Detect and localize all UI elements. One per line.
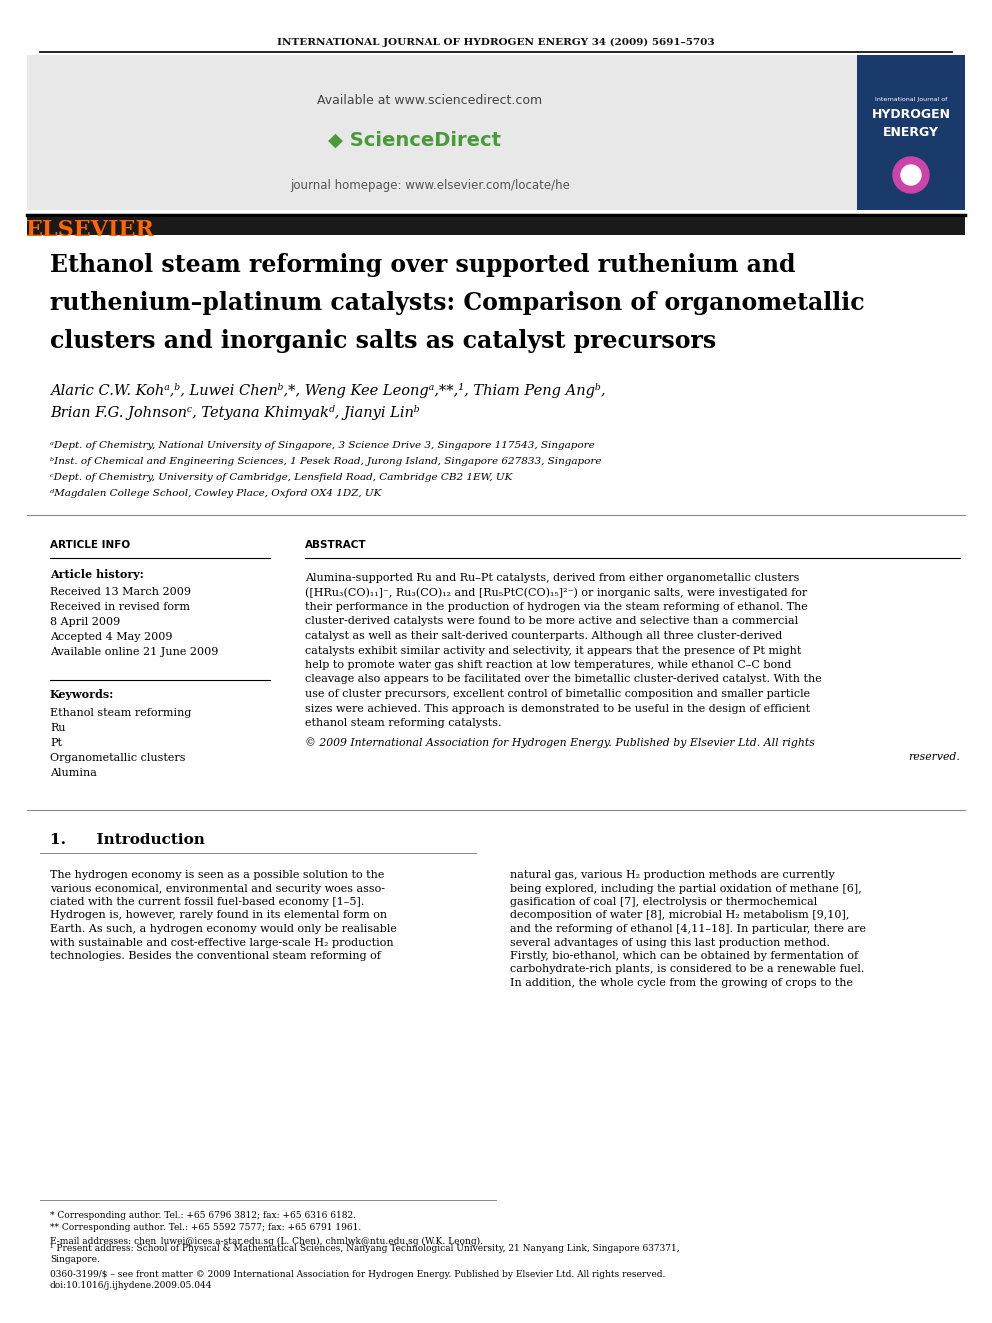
Text: ENERGY: ENERGY — [883, 126, 939, 139]
Bar — [27, 217, 965, 235]
Text: Pt: Pt — [50, 738, 62, 747]
Text: various economical, environmental and security woes asso-: various economical, environmental and se… — [50, 884, 385, 893]
Text: Alaric C.W. Kohᵃ,ᵇ, Luwei Chenᵇ,*, Weng Kee Leongᵃ,**,¹, Thiam Peng Angᵇ,: Alaric C.W. Kohᵃ,ᵇ, Luwei Chenᵇ,*, Weng … — [50, 382, 605, 397]
Text: 1.  Introduction: 1. Introduction — [50, 833, 205, 847]
Text: ELSEVIER: ELSEVIER — [26, 220, 155, 241]
Text: International Journal of: International Journal of — [875, 98, 947, 102]
Text: The hydrogen economy is seen as a possible solution to the: The hydrogen economy is seen as a possib… — [50, 871, 384, 880]
Circle shape — [893, 157, 929, 193]
Text: ᶜDept. of Chemistry, University of Cambridge, Lensfield Road, Cambridge CB2 1EW,: ᶜDept. of Chemistry, University of Cambr… — [50, 472, 513, 482]
Bar — [27, 56, 865, 210]
Text: Ethanol steam reforming: Ethanol steam reforming — [50, 708, 191, 718]
Text: natural gas, various H₂ production methods are currently: natural gas, various H₂ production metho… — [510, 871, 834, 880]
Text: Keywords:: Keywords: — [50, 689, 114, 700]
Text: Available online 21 June 2009: Available online 21 June 2009 — [50, 647, 218, 658]
Text: Received in revised form: Received in revised form — [50, 602, 190, 613]
Text: use of cluster precursors, excellent control of bimetallic composition and small: use of cluster precursors, excellent con… — [305, 689, 810, 699]
Text: Accepted 4 May 2009: Accepted 4 May 2009 — [50, 632, 173, 642]
Text: ᵇInst. of Chemical and Engineering Sciences, 1 Pesek Road, Jurong Island, Singap: ᵇInst. of Chemical and Engineering Scien… — [50, 456, 601, 466]
Text: ¹ Present address: School of Physical & Mathematical Sciences, Nanyang Technolog: ¹ Present address: School of Physical & … — [50, 1245, 680, 1263]
Text: several advantages of using this last production method.: several advantages of using this last pr… — [510, 938, 830, 947]
Text: carbohydrate-rich plants, is considered to be a renewable fuel.: carbohydrate-rich plants, is considered … — [510, 964, 864, 975]
Text: Available at www.sciencedirect.com: Available at www.sciencedirect.com — [317, 94, 543, 106]
Text: ([HRu₃(CO)₁₁]⁻, Ru₃(CO)₁₂ and [Ru₅PtC(CO)₁₅]²⁻) or inorganic salts, were investi: ([HRu₃(CO)₁₁]⁻, Ru₃(CO)₁₂ and [Ru₅PtC(CO… — [305, 587, 807, 598]
Text: ᵃDept. of Chemistry, National University of Singapore, 3 Science Drive 3, Singap: ᵃDept. of Chemistry, National University… — [50, 441, 595, 450]
Text: ABSTRACT: ABSTRACT — [305, 540, 367, 550]
Text: E-mail addresses: chen_luwei@ices.a-star.edu.sg (L. Chen), chmlwk@ntu.edu.sg (W.: E-mail addresses: chen_luwei@ices.a-star… — [50, 1236, 483, 1246]
Text: ruthenium–platinum catalysts: Comparison of organometallic: ruthenium–platinum catalysts: Comparison… — [50, 291, 865, 315]
Circle shape — [901, 165, 921, 185]
Text: Earth. As such, a hydrogen economy would only be realisable: Earth. As such, a hydrogen economy would… — [50, 923, 397, 934]
Text: ciated with the current fossil fuel-based economy [1–5].: ciated with the current fossil fuel-base… — [50, 897, 364, 908]
Text: clusters and inorganic salts as catalyst precursors: clusters and inorganic salts as catalyst… — [50, 329, 716, 353]
Text: journal homepage: www.elsevier.com/locate/he: journal homepage: www.elsevier.com/locat… — [290, 179, 570, 192]
Text: technologies. Besides the conventional steam reforming of: technologies. Besides the conventional s… — [50, 951, 381, 960]
Text: ᵈMagdalen College School, Cowley Place, Oxford OX4 1DZ, UK: ᵈMagdalen College School, Cowley Place, … — [50, 488, 381, 497]
Text: cleavage also appears to be facilitated over the bimetallic cluster-derived cata: cleavage also appears to be facilitated … — [305, 675, 821, 684]
Text: reserved.: reserved. — [908, 751, 960, 762]
Text: ethanol steam reforming catalysts.: ethanol steam reforming catalysts. — [305, 718, 502, 728]
Text: decomposition of water [8], microbial H₂ metabolism [9,10],: decomposition of water [8], microbial H₂… — [510, 910, 849, 921]
Text: Received 13 March 2009: Received 13 March 2009 — [50, 587, 191, 597]
Text: and the reforming of ethanol [4,11–18]. In particular, there are: and the reforming of ethanol [4,11–18]. … — [510, 923, 866, 934]
Text: cluster-derived catalysts were found to be more active and selective than a comm: cluster-derived catalysts were found to … — [305, 617, 799, 627]
Text: Alumina-supported Ru and Ru–Pt catalysts, derived from either organometallic clu: Alumina-supported Ru and Ru–Pt catalysts… — [305, 573, 800, 583]
Text: 0360-3199/$ – see front matter © 2009 International Association for Hydrogen Ene: 0360-3199/$ – see front matter © 2009 In… — [50, 1270, 666, 1290]
Text: In addition, the whole cycle from the growing of crops to the: In addition, the whole cycle from the gr… — [510, 978, 853, 988]
Text: being explored, including the partial oxidation of methane [6],: being explored, including the partial ox… — [510, 884, 862, 893]
Text: their performance in the production of hydrogen via the steam reforming of ethan: their performance in the production of h… — [305, 602, 807, 613]
Text: HYDROGEN: HYDROGEN — [872, 108, 950, 122]
Text: Brian F.G. Johnsonᶜ, Tetyana Khimyakᵈ, Jianyi Linᵇ: Brian F.G. Johnsonᶜ, Tetyana Khimyakᵈ, J… — [50, 406, 420, 421]
Text: catalyst as well as their salt-derived counterparts. Although all three cluster-: catalyst as well as their salt-derived c… — [305, 631, 783, 642]
Text: * Corresponding author. Tel.: +65 6796 3812; fax: +65 6316 6182.: * Corresponding author. Tel.: +65 6796 3… — [50, 1211, 356, 1220]
Text: © 2009 International Association for Hydrogen Energy. Published by Elsevier Ltd.: © 2009 International Association for Hyd… — [305, 737, 814, 747]
Text: Hydrogen is, however, rarely found in its elemental form on: Hydrogen is, however, rarely found in it… — [50, 910, 387, 921]
Text: Ru: Ru — [50, 722, 65, 733]
Text: ** Corresponding author. Tel.: +65 5592 7577; fax: +65 6791 1961.: ** Corresponding author. Tel.: +65 5592 … — [50, 1224, 361, 1233]
Text: ARTICLE INFO: ARTICLE INFO — [50, 540, 130, 550]
Text: gasification of coal [7], electrolysis or thermochemical: gasification of coal [7], electrolysis o… — [510, 897, 817, 908]
Text: Ethanol steam reforming over supported ruthenium and: Ethanol steam reforming over supported r… — [50, 253, 796, 277]
Text: INTERNATIONAL JOURNAL OF HYDROGEN ENERGY 34 (2009) 5691–5703: INTERNATIONAL JOURNAL OF HYDROGEN ENERGY… — [277, 37, 715, 46]
Text: Article history:: Article history: — [50, 569, 144, 581]
Text: Organometallic clusters: Organometallic clusters — [50, 753, 186, 763]
Text: help to promote water gas shift reaction at low temperatures, while ethanol C–C : help to promote water gas shift reaction… — [305, 660, 792, 669]
Text: ◆ ScienceDirect: ◆ ScienceDirect — [328, 131, 502, 149]
Bar — [857, 56, 965, 210]
Text: Firstly, bio-ethanol, which can be obtained by fermentation of: Firstly, bio-ethanol, which can be obtai… — [510, 951, 858, 960]
Text: sizes were achieved. This approach is demonstrated to be useful in the design of: sizes were achieved. This approach is de… — [305, 704, 810, 713]
Text: Alumina: Alumina — [50, 767, 97, 778]
Text: with sustainable and cost-effective large-scale H₂ production: with sustainable and cost-effective larg… — [50, 938, 394, 947]
Text: 8 April 2009: 8 April 2009 — [50, 617, 120, 627]
Text: catalysts exhibit similar activity and selectivity, it appears that the presence: catalysts exhibit similar activity and s… — [305, 646, 802, 655]
